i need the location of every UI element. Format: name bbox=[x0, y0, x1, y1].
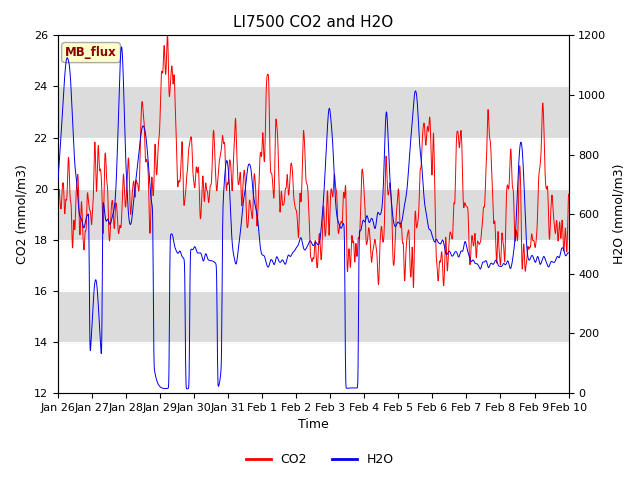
Text: MB_flux: MB_flux bbox=[65, 46, 117, 59]
Y-axis label: H2O (mmol/m3): H2O (mmol/m3) bbox=[612, 164, 625, 264]
Bar bbox=[58, 291, 568, 342]
Bar bbox=[58, 86, 568, 138]
Legend: CO2, H2O: CO2, H2O bbox=[241, 448, 399, 471]
X-axis label: Time: Time bbox=[298, 419, 328, 432]
Y-axis label: CO2 (mmol/m3): CO2 (mmol/m3) bbox=[15, 164, 28, 264]
Title: LI7500 CO2 and H2O: LI7500 CO2 and H2O bbox=[233, 15, 393, 30]
Bar bbox=[58, 189, 568, 240]
